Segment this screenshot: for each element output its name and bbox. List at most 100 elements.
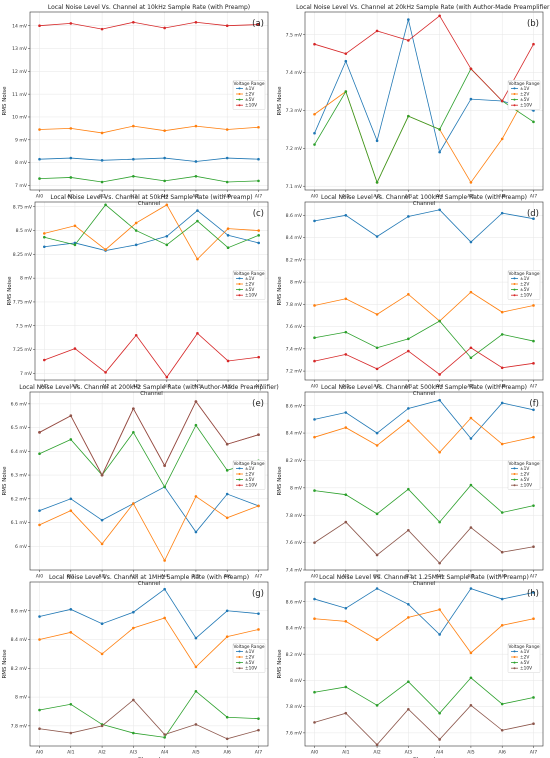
y-tick-label: 7.6 mV xyxy=(286,730,303,736)
panel-label: (g) xyxy=(252,589,264,599)
data-point xyxy=(38,615,41,618)
data-point xyxy=(407,616,410,619)
y-axis-label: RMS Noise xyxy=(277,466,283,496)
plot-frame xyxy=(29,11,269,191)
data-point xyxy=(226,234,230,237)
data-point xyxy=(375,638,379,642)
data-point xyxy=(69,414,73,418)
data-point xyxy=(194,175,198,178)
x-tick-label: AI5 xyxy=(194,384,201,390)
y-axis-label: RMS Noise xyxy=(2,649,8,679)
y-tick-label: 8.6 mV xyxy=(286,213,303,219)
x-tick-label: AI6 xyxy=(498,384,505,390)
y-tick-label: 8 mV xyxy=(20,276,33,282)
series-line xyxy=(44,332,259,378)
data-point xyxy=(375,743,379,746)
y-tick-label: 8.4 mV xyxy=(286,626,303,632)
data-point xyxy=(38,509,41,512)
data-point xyxy=(257,234,260,237)
y-tick-label: 8.2 mV xyxy=(11,666,28,672)
data-point xyxy=(438,520,441,524)
x-tick-label: AI4 xyxy=(161,574,168,580)
x-tick-label: AI6 xyxy=(498,574,505,580)
legend-title: Voltage Range xyxy=(233,271,264,277)
x-tick-label: AI0 xyxy=(36,574,43,580)
data-point xyxy=(38,157,41,161)
data-point xyxy=(69,509,73,512)
legend-entry: ±2V xyxy=(520,281,529,287)
data-point xyxy=(38,431,41,434)
data-point xyxy=(313,112,316,116)
y-tick-label: 7.2 mV xyxy=(286,146,303,152)
data-point xyxy=(532,408,535,412)
data-point xyxy=(313,690,316,694)
series-line xyxy=(314,704,534,746)
panel-label: (f) xyxy=(529,399,539,409)
legend-marker xyxy=(238,661,241,664)
data-point xyxy=(69,631,73,634)
series-line xyxy=(39,400,259,476)
data-point xyxy=(163,587,166,591)
legend-marker xyxy=(513,283,516,285)
legend: Voltage Range±1V±2V±5V±10V xyxy=(507,270,541,300)
series-±10V xyxy=(38,698,260,741)
legend-title: Voltage Range xyxy=(233,81,264,87)
data-point xyxy=(257,433,260,437)
data-point xyxy=(69,176,73,179)
x-tick-label: AI5 xyxy=(192,750,199,756)
data-point xyxy=(532,696,535,699)
x-tick-label: AI4 xyxy=(161,194,168,200)
y-tick-label: 7.1 mV xyxy=(286,184,303,190)
data-point xyxy=(69,438,73,441)
x-tick-label: AI0 xyxy=(36,750,43,756)
data-point xyxy=(438,150,441,154)
legend-marker xyxy=(513,98,516,101)
data-point xyxy=(163,464,166,467)
legend-entry: ±5V xyxy=(520,660,529,666)
series-line xyxy=(39,699,259,740)
data-point xyxy=(469,240,473,244)
legend-entry: ±10V xyxy=(520,666,532,672)
series-line xyxy=(314,15,534,102)
data-point xyxy=(313,489,316,492)
data-point xyxy=(500,401,504,405)
y-tick-label: 8.6 mV xyxy=(286,599,303,605)
data-point xyxy=(225,609,229,613)
series-±10V xyxy=(38,400,260,477)
data-point xyxy=(313,143,316,146)
data-point xyxy=(375,29,379,33)
x-tick-label: AI2 xyxy=(373,384,380,390)
data-point xyxy=(313,435,316,439)
legend-marker xyxy=(513,87,516,90)
y-tick-label: 8.2 mV xyxy=(286,652,303,658)
data-point xyxy=(194,20,198,24)
y-tick-label: 10 mV xyxy=(12,115,28,121)
x-tick-label: AI7 xyxy=(255,574,262,580)
data-point xyxy=(344,520,348,524)
x-tick-label: AI2 xyxy=(373,574,380,580)
data-point xyxy=(438,450,441,454)
chart-panel-h: Local Noise Level Vs. Channel at 1.25MHz… xyxy=(277,574,544,758)
data-point xyxy=(344,493,348,496)
y-tick-label: 8.25 mV xyxy=(13,252,33,258)
legend-box xyxy=(507,460,541,490)
series-±1V xyxy=(313,208,535,244)
data-point xyxy=(469,587,473,590)
data-point xyxy=(73,243,77,247)
series-±1V xyxy=(43,209,260,252)
data-point xyxy=(194,124,198,128)
legend-marker xyxy=(513,288,516,291)
legend-entry: ±5V xyxy=(245,97,254,103)
series-line xyxy=(39,588,259,639)
data-point xyxy=(225,492,229,496)
x-tick-label: AI0 xyxy=(311,194,318,200)
data-point xyxy=(344,52,348,55)
data-point xyxy=(469,526,473,529)
y-axis-label: RMS Noise xyxy=(277,276,283,306)
data-point xyxy=(163,733,166,736)
y-axis-label: RMS Noise xyxy=(277,86,283,116)
data-point xyxy=(38,708,41,712)
legend-marker xyxy=(513,667,516,670)
x-axis-label: Channel xyxy=(138,581,161,587)
data-point xyxy=(132,20,135,24)
